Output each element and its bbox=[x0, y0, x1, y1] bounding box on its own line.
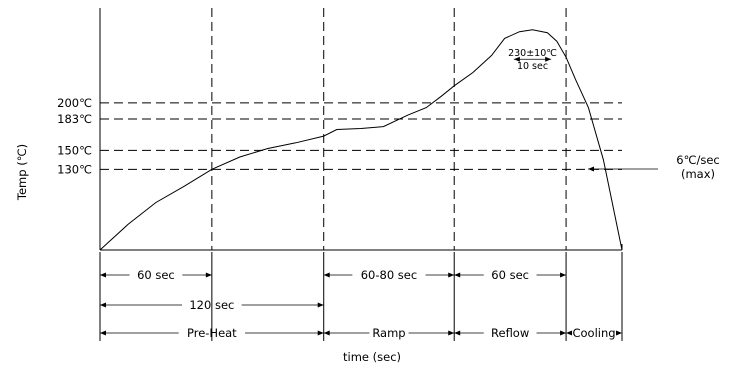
phase-label: Cooling bbox=[572, 326, 615, 340]
y-tick-label: 200℃ bbox=[57, 96, 92, 110]
y-tick-label: 130℃ bbox=[57, 162, 92, 176]
dimension-label: 60 sec bbox=[137, 268, 175, 282]
grid-lines: 200℃ 183℃ 150℃ 130℃ bbox=[57, 8, 622, 250]
phase-label: Reflow bbox=[491, 326, 529, 340]
dimension-arrow-right bbox=[448, 272, 455, 278]
profile-curve bbox=[99, 29, 623, 251]
phase-arrow-right bbox=[560, 330, 567, 336]
cooling-rate-label: 6℃/sec bbox=[676, 153, 720, 167]
cooling-rate-qualifier: (max) bbox=[681, 167, 715, 181]
phase-label: Ramp bbox=[372, 326, 405, 340]
y-axis-label: Temp (℃) bbox=[15, 144, 29, 201]
dimension-arrow-right bbox=[560, 272, 567, 278]
phase-arrow-left bbox=[454, 330, 461, 336]
x-axis-label: time (sec) bbox=[343, 350, 401, 364]
dimension-label: 120 sec bbox=[189, 298, 234, 312]
dimension-arrow-left bbox=[100, 272, 106, 278]
profile-curve-layer bbox=[99, 29, 623, 251]
dimension-arrow-left bbox=[100, 302, 106, 308]
y-tick-label: 150℃ bbox=[57, 143, 92, 157]
phase-arrow-right bbox=[616, 330, 622, 336]
phase-timeline: 60 sec 60-80 sec 60 sec 120 sec Pre-Heat Ramp… bbox=[99, 252, 623, 341]
annotations: 230±10℃ 10 sec 6℃/sec(max) bbox=[508, 48, 720, 181]
cooling-leader-arrow bbox=[588, 166, 594, 172]
dimension-label: 60-80 sec bbox=[361, 268, 417, 282]
y-tick-label: 183℃ bbox=[57, 112, 92, 126]
peak-arrow-right bbox=[545, 56, 552, 62]
phase-arrow-left bbox=[323, 330, 330, 336]
dimension-arrow-right bbox=[317, 302, 324, 308]
dimension-label: 60 sec bbox=[491, 268, 529, 282]
phase-arrow-right bbox=[317, 330, 324, 336]
phase-arrow-right bbox=[448, 330, 455, 336]
dimension-arrow-right bbox=[205, 272, 212, 278]
phase-arrow-left bbox=[566, 330, 573, 336]
dimension-arrow-left bbox=[454, 272, 461, 278]
peak-label-time: 10 sec bbox=[517, 61, 548, 72]
phase-label: Pre-Heat bbox=[187, 326, 237, 340]
dimension-arrow-left bbox=[323, 272, 330, 278]
phase-arrow-left bbox=[100, 330, 106, 336]
peak-label-temp: 230±10℃ bbox=[508, 48, 557, 59]
peak-arrow-left bbox=[513, 56, 520, 62]
